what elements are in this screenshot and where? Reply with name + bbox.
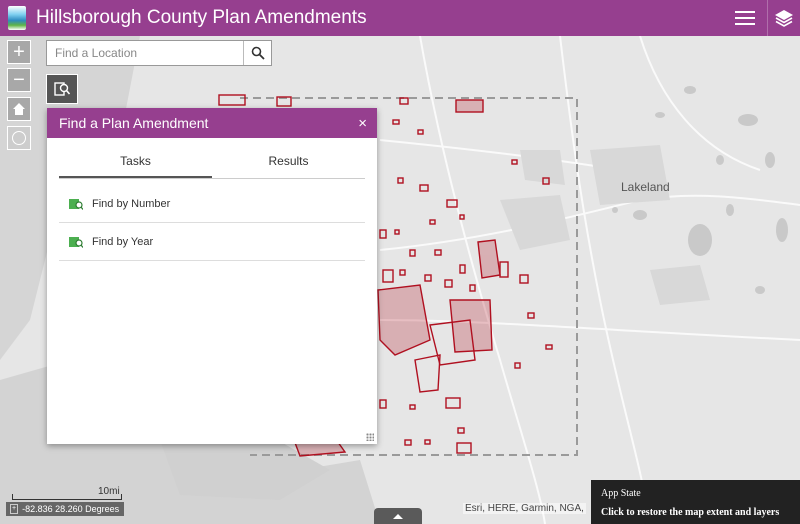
locate-icon (12, 131, 26, 145)
locate-button[interactable] (7, 126, 31, 150)
tab-tasks[interactable]: Tasks (59, 148, 212, 178)
map-search-icon (69, 198, 83, 210)
crosshair-icon[interactable]: + (10, 504, 19, 514)
panel-tabs: Tasks Results (59, 148, 365, 179)
bottom-panel-expander[interactable] (374, 508, 422, 524)
zoom-out-button[interactable]: − (7, 68, 31, 92)
search-icon (251, 46, 265, 60)
chevron-up-icon (393, 513, 403, 519)
map-attribution: Esri, HERE, Garmin, NGA, (463, 503, 586, 514)
map-search-icon (69, 236, 83, 248)
zoom-in-button[interactable]: + (7, 40, 31, 64)
list-icon (734, 10, 755, 26)
find-amendment-widget-button[interactable] (46, 74, 78, 104)
task-label: Find by Year (92, 235, 154, 248)
scale-label: 10mi (98, 486, 120, 497)
search-input[interactable] (47, 41, 243, 65)
zoom-control: + − (7, 40, 31, 92)
search-button[interactable] (243, 41, 271, 65)
app-header: Hillsborough County Plan Amendments (0, 0, 800, 36)
task-label: Find by Number (92, 197, 171, 210)
search-box (46, 40, 272, 66)
list-button[interactable] (728, 0, 761, 36)
close-icon[interactable]: × (358, 115, 367, 132)
city-label-lakeland: Lakeland (621, 180, 670, 194)
task-find-by-number[interactable]: Find by Number (59, 185, 365, 223)
find-amendment-panel: Find a Plan Amendment × Tasks Results Fi… (47, 108, 377, 444)
panel-header: Find a Plan Amendment × (47, 108, 377, 138)
scale-bar (12, 494, 122, 500)
coordinates-text: -82.836 28.260 Degrees (22, 504, 120, 514)
task-find-by-year[interactable]: Find by Year (59, 223, 365, 261)
layers-icon (775, 10, 793, 27)
find-document-icon (54, 82, 71, 96)
app-state-title: App State (601, 488, 641, 499)
panel-title: Find a Plan Amendment (59, 115, 209, 131)
app-state-tooltip[interactable]: App State Click to restore the map exten… (591, 480, 800, 524)
tab-results[interactable]: Results (268, 154, 309, 168)
resize-handle[interactable] (366, 433, 374, 441)
home-icon (13, 103, 25, 115)
coordinates-display: + -82.836 28.260 Degrees (6, 502, 125, 516)
layers-button[interactable] (767, 0, 800, 36)
app-logo (8, 6, 26, 30)
home-button[interactable] (7, 97, 31, 121)
app-state-text: Click to restore the map extent and laye… (601, 507, 780, 518)
app-title: Hillsborough County Plan Amendments (36, 7, 367, 28)
